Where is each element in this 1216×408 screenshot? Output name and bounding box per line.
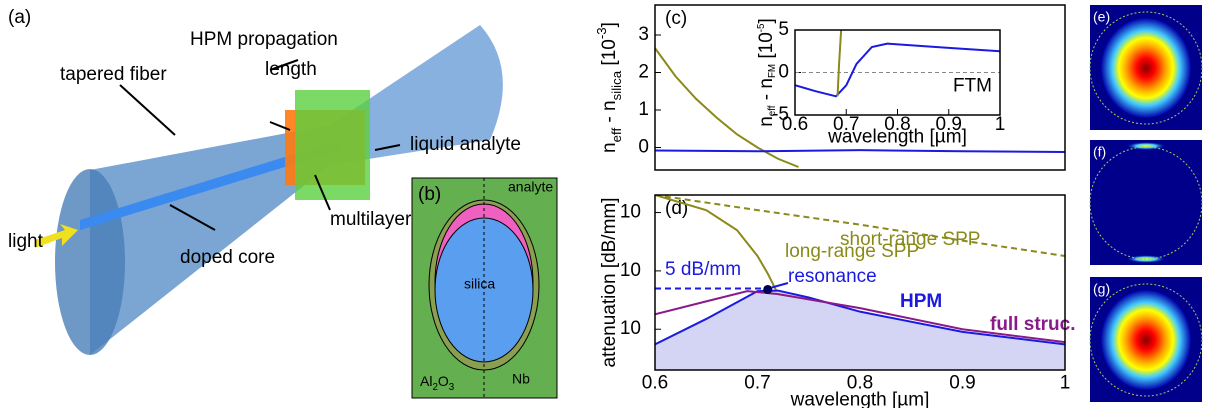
figure: (a) HPM propagation length tapered fiber liq…	[0, 0, 1216, 408]
analyte-box	[295, 90, 370, 200]
x-tick-label: 1	[995, 114, 1006, 135]
label-part: attenuation [dB/mm]	[599, 197, 620, 367]
label: neff - nsilica [10-3]	[594, 22, 624, 153]
label-part: - n	[599, 100, 620, 127]
label-part: n	[599, 142, 620, 153]
label: multilayer	[330, 209, 412, 230]
label-part: n	[756, 116, 777, 127]
series-label: full struc.	[990, 314, 1076, 335]
x-tick-label: 0.6	[642, 372, 668, 393]
label: length	[265, 59, 317, 80]
label-part: - n	[756, 78, 777, 105]
y-tick-label: 5	[778, 19, 789, 40]
y-tick-label: 10	[620, 202, 641, 223]
label: light	[8, 231, 44, 252]
x-tick-label: 0.6	[782, 114, 808, 135]
y-tick-label: 3	[638, 24, 649, 45]
label: tapered fiber	[60, 64, 167, 85]
label-part: eff	[767, 105, 778, 116]
label: (c)	[665, 8, 687, 29]
y-tick-label: 0	[638, 137, 649, 158]
series-label: long-range SPP	[785, 241, 919, 262]
y-tick-label: 10	[620, 318, 641, 339]
fiber-end	[55, 169, 125, 355]
label: HPM propagation	[190, 29, 338, 50]
x-tick-label: 0.9	[949, 372, 975, 393]
label: liquid analyte	[410, 134, 521, 155]
label-part: 3	[449, 382, 455, 393]
label: neff - nFM [10-5]	[756, 18, 778, 127]
label-part: ]	[756, 18, 777, 23]
y-tick-label: 1	[638, 99, 649, 120]
y-tick-label: 2	[638, 62, 649, 83]
resonance-point	[764, 285, 772, 293]
label: (f)	[1093, 144, 1106, 160]
x-tick-label: 0.7	[744, 372, 770, 393]
label-part: O	[438, 373, 449, 389]
label: wavelength [µm]	[827, 126, 967, 147]
reference-label: FTM	[953, 76, 992, 97]
label: Nb	[512, 371, 530, 387]
label: attenuation [dB/mm]	[599, 197, 620, 367]
label-part: -3	[594, 27, 609, 39]
label-part: FM	[767, 64, 778, 78]
label-part: ]	[599, 22, 620, 27]
label: (b)	[418, 184, 441, 205]
label-part: [10	[599, 39, 620, 71]
label: (g)	[1093, 281, 1110, 297]
label-part: [10	[756, 32, 777, 64]
x-tick-label: 1	[1060, 372, 1071, 393]
y-tick-label: 10	[620, 260, 641, 281]
series-label: 5 dB/mm	[665, 259, 741, 280]
label: (a)	[8, 7, 31, 28]
label: doped core	[180, 247, 275, 268]
label-part: Al	[420, 373, 432, 389]
label: wavelength [µm]	[790, 389, 930, 408]
label-part: eff	[609, 128, 624, 143]
mode-f	[1090, 140, 1202, 265]
label: silica	[464, 276, 495, 292]
series-label: HPM	[900, 291, 942, 312]
series-line	[655, 150, 1065, 152]
panels-efg	[1090, 5, 1202, 402]
y-tick-label: 0	[778, 62, 789, 83]
label: analyte	[508, 179, 553, 195]
point-label: resonance	[788, 266, 877, 287]
label: (e)	[1093, 9, 1110, 25]
label-part: silica	[609, 70, 624, 100]
